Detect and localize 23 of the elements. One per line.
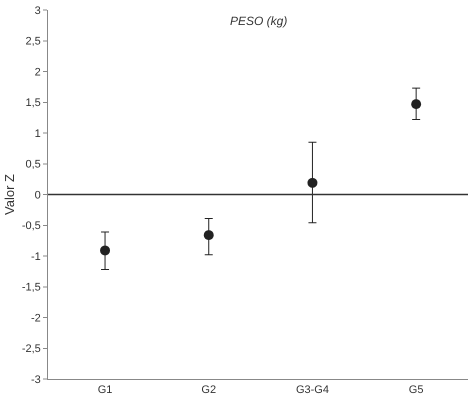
x-tick-label: G3-G4 [296,384,329,396]
y-tick-label: 2 [34,66,41,78]
y-tick-label: 0,5 [26,158,41,171]
y-tick-label: 3 [34,4,41,17]
y-tick-label: -2,5 [22,343,41,356]
point [307,178,318,188]
y-tick-label: 0 [34,189,41,202]
y-tick-label: -1,5 [22,282,41,294]
x-tick-label: G2 [201,384,216,396]
point [100,245,110,256]
y-tick-label: -2 [31,312,41,324]
chart-title: PESO (kg) [230,14,288,28]
point [411,99,422,110]
x-tick-label: G1 [98,384,112,396]
y-tick-label: -1 [31,250,41,263]
y-tick-label: 1 [34,128,41,140]
y-tick-label: -3 [31,374,41,386]
x-tick-label: G5 [408,384,424,396]
point [204,230,214,240]
y-tick-label: 2,5 [26,36,41,48]
y-tick-label: 1,5 [26,97,41,110]
y-tick-label: -0,5 [22,220,41,232]
y-axis-title: Valor Z [2,174,17,215]
